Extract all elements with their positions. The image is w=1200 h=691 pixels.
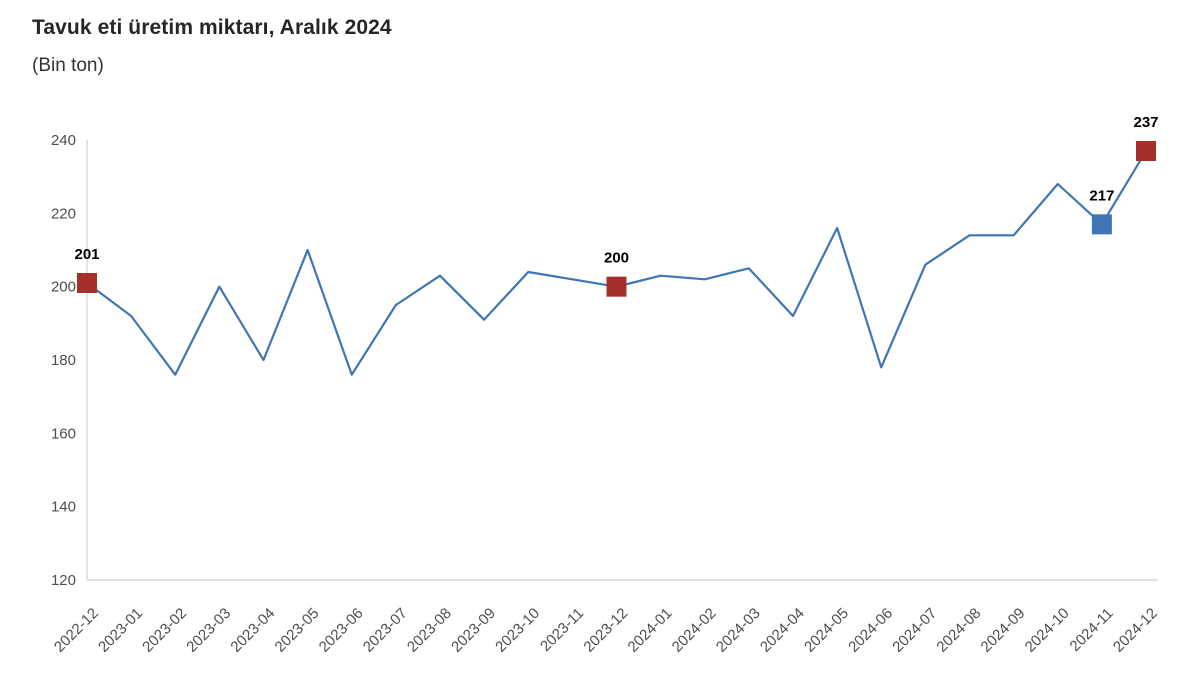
x-tick-label-2023-08: 2023-08 (404, 605, 455, 656)
chart-title: Tavuk eti üretim miktarı, Aralık 2024 (32, 16, 392, 39)
y-tick-label: 120 (51, 572, 76, 589)
x-tick-label-2024-01: 2024-01 (624, 605, 675, 656)
x-tick-label-2022-12: 2022-12 (51, 605, 102, 656)
x-tick-label-2024-11: 2024-11 (1067, 605, 1117, 655)
point-label-2022-12: 201 (74, 246, 99, 263)
marker-2024-11 (1091, 214, 1112, 235)
marker-2024-12 (1136, 141, 1156, 161)
x-axis-tick-labels: 2022-122023-012023-022023-032023-042023-… (51, 605, 1161, 656)
x-tick-label-2024-07: 2024-07 (889, 605, 940, 656)
y-tick-label: 160 (51, 425, 76, 442)
x-tick-label-2023-10: 2023-10 (492, 605, 543, 656)
x-tick-label-2023-06: 2023-06 (316, 605, 367, 656)
y-axis-tick-labels: 240 220 200 180 160 140 120 (51, 132, 76, 589)
y-tick-label: 220 (51, 205, 76, 222)
chart-subtitle: (Bin ton) (32, 55, 104, 76)
marker-2022-12 (77, 273, 97, 293)
x-tick-label-2024-03: 2024-03 (713, 605, 764, 656)
y-tick-label: 140 (51, 499, 76, 516)
point-label-2024-12: 237 (1133, 114, 1158, 131)
x-tick-label-2024-10: 2024-10 (1022, 605, 1073, 656)
x-tick-label-2024-12: 2024-12 (1110, 605, 1161, 656)
x-tick-label-2024-04: 2024-04 (757, 605, 808, 656)
x-tick-label-2023-03: 2023-03 (183, 605, 234, 656)
x-tick-label-2023-01: 2023-01 (95, 605, 146, 656)
x-tick-label-2024-06: 2024-06 (845, 605, 896, 656)
x-tick-label-2024-09: 2024-09 (977, 605, 1028, 656)
x-tick-label-2023-11: 2023-11 (537, 605, 587, 655)
y-tick-label: 180 (51, 352, 76, 369)
point-label-2023-12: 200 (604, 250, 629, 267)
x-tick-label-2023-05: 2023-05 (271, 605, 322, 656)
x-tick-label-2024-02: 2024-02 (669, 605, 720, 656)
marker-2023-12 (606, 276, 627, 297)
highlight-markers (77, 141, 1156, 297)
point-label-2024-11: 217 (1089, 187, 1114, 204)
y-tick-label: 200 (51, 279, 76, 296)
x-tick-label-2023-12: 2023-12 (580, 605, 631, 656)
x-tick-label-2024-05: 2024-05 (801, 605, 852, 656)
x-tick-label-2023-09: 2023-09 (448, 605, 499, 656)
point-value-labels: 201 200 217 237 (74, 114, 1158, 267)
x-tick-label-2024-08: 2024-08 (933, 605, 984, 656)
x-tick-label-2023-04: 2023-04 (227, 605, 278, 656)
y-tick-label: 240 (51, 132, 76, 149)
x-tick-label-2023-07: 2023-07 (360, 605, 411, 656)
x-tick-label-2023-02: 2023-02 (139, 605, 190, 656)
